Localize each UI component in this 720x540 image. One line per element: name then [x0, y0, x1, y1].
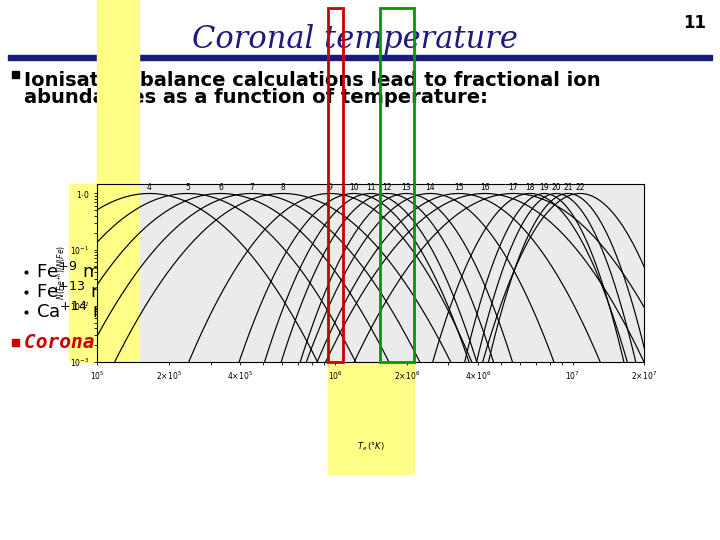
- Bar: [380, 8, 414, 362]
- Text: 13: 13: [402, 183, 411, 192]
- Text: 5: 5: [185, 183, 190, 192]
- Text: 11: 11: [366, 183, 375, 192]
- Text: 22: 22: [575, 183, 585, 192]
- Text: abundances as a function of temperature:: abundances as a function of temperature:: [24, 88, 488, 107]
- Text: Fe$^{+9}$ most abundant for T $\sim$ 10$^6$ K: Fe$^{+9}$ most abundant for T $\sim$ 10$…: [36, 262, 351, 282]
- Text: 11: 11: [683, 14, 706, 32]
- Bar: [69, 184, 97, 362]
- Bar: [12, 339, 19, 346]
- Bar: [328, 8, 343, 362]
- Text: 7: 7: [249, 183, 254, 192]
- Bar: [12, 71, 19, 78]
- Text: 21: 21: [563, 183, 573, 192]
- Text: 18: 18: [526, 183, 535, 192]
- Text: Corona is suprathermal and multi-temperature: Corona is suprathermal and multi-tempera…: [24, 332, 541, 352]
- Text: 14: 14: [426, 183, 435, 192]
- Text: Ionisation balance calculations lead to fractional ion: Ionisation balance calculations lead to …: [24, 71, 600, 90]
- Text: 10: 10: [349, 183, 359, 192]
- Text: 6: 6: [218, 183, 223, 192]
- Bar: [8, 55, 712, 60]
- Text: 17: 17: [508, 183, 518, 192]
- Text: 4: 4: [147, 183, 152, 192]
- Bar: [328, 362, 414, 474]
- Bar: [97, 0, 139, 362]
- Text: 12: 12: [382, 183, 392, 192]
- Text: 8: 8: [280, 183, 285, 192]
- Text: $T_e\,(°K)$: $T_e\,(°K)$: [357, 441, 384, 454]
- Text: Ca$^{+14}$ most abundant for T $\sim$ 4 $\times$ 10$^6$ K: Ca$^{+14}$ most abundant for T $\sim$ 4 …: [36, 302, 400, 322]
- Text: 19: 19: [539, 183, 549, 192]
- Text: 15: 15: [454, 183, 464, 192]
- Text: 9: 9: [328, 183, 333, 192]
- Text: Coronal temperature: Coronal temperature: [192, 24, 518, 55]
- Y-axis label: $N\,(Fe^{+n})/N(Fe)$: $N\,(Fe^{+n})/N(Fe)$: [55, 245, 68, 300]
- Text: Fe$^{+13}$ most abundant for T $\sim$ 2 $\times$ 10$^6$ K: Fe$^{+13}$ most abundant for T $\sim$ 2 …: [36, 282, 397, 302]
- Text: 16: 16: [480, 183, 490, 192]
- Text: 20: 20: [552, 183, 561, 192]
